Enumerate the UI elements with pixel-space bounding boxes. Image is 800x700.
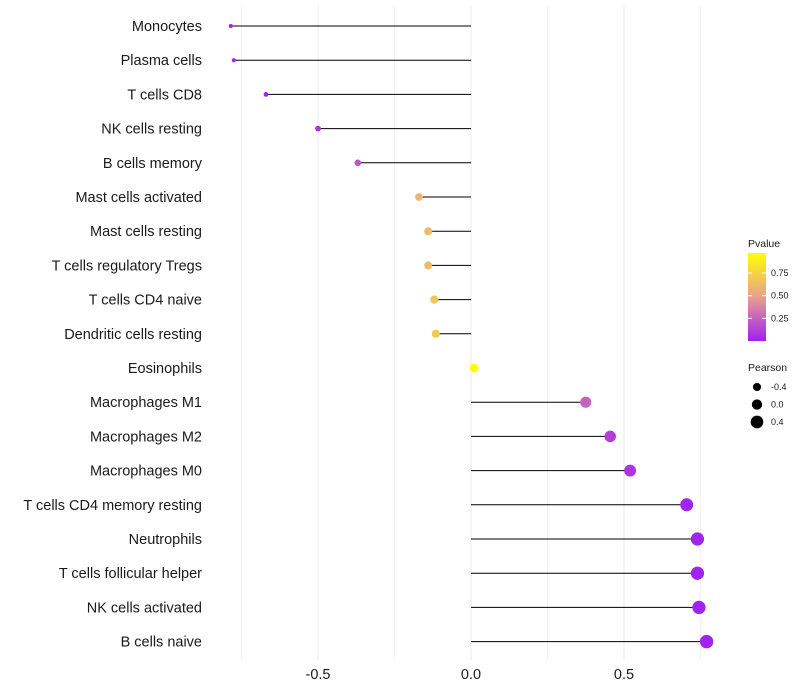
- lollipop-point: [604, 430, 616, 443]
- lollipop-point: [431, 329, 440, 338]
- lollipop-point: [231, 58, 236, 63]
- category-label: Dendritic cells resting: [64, 327, 202, 343]
- lollipop-point: [680, 498, 694, 512]
- lollipop-stems: [230, 25, 707, 643]
- category-label: B cells memory: [103, 156, 203, 172]
- lollipop-point: [580, 396, 592, 408]
- category-label: NK cells activated: [87, 600, 202, 616]
- lollipop-point: [624, 464, 637, 477]
- category-label: B cells naive: [121, 635, 202, 651]
- size-legend-label: 0.0: [771, 400, 784, 410]
- color-legend-title: Pvalue: [748, 238, 780, 250]
- category-label: T cells CD8: [127, 87, 202, 103]
- lollipop-point: [415, 193, 423, 201]
- lollipop-point: [469, 363, 479, 373]
- legend: Pvalue 0.25 0.50 0.75 Pearson -0.4 0.0 0.4: [748, 238, 789, 429]
- lollipop-point: [424, 261, 433, 270]
- category-label: Macrophages M2: [90, 429, 202, 445]
- lollipop-point: [690, 566, 705, 580]
- size-legend-label: -0.4: [771, 382, 787, 392]
- category-label: Eosinophils: [128, 361, 202, 377]
- x-tick-label: 0.0: [461, 667, 481, 683]
- color-legend-tick-label: 0.25: [771, 313, 789, 323]
- x-axis-tick-labels: -0.5 0.0 0.5: [306, 667, 635, 683]
- category-label: T cells regulatory Tregs: [52, 258, 202, 274]
- lollipop-point: [424, 227, 433, 236]
- category-labels: Monocytes Plasma cells T cells CD8 NK cells…: [23, 19, 202, 651]
- category-label: T cells follicular helper: [59, 566, 202, 582]
- grid-lines: [241, 6, 701, 660]
- category-label: Mast cells activated: [75, 190, 202, 206]
- category-label: Monocytes: [132, 19, 202, 35]
- category-label: Macrophages M0: [90, 464, 202, 480]
- category-label: T cells CD4 naive: [89, 293, 202, 309]
- x-tick-label: -0.5: [306, 667, 331, 683]
- category-label: Macrophages M1: [90, 395, 202, 411]
- size-legend-dot: [751, 399, 763, 410]
- lollipop-point: [315, 125, 321, 132]
- lollipop-points: [228, 23, 714, 649]
- lollipop-point: [690, 532, 705, 546]
- color-legend-bar: [748, 253, 766, 341]
- lollipop-point: [699, 634, 714, 649]
- lollipop-point: [692, 600, 706, 615]
- lollipop-point: [354, 159, 362, 167]
- color-legend-tick-label: 0.75: [771, 268, 789, 278]
- lollipop-point: [430, 295, 439, 304]
- size-legend-dot: [752, 382, 762, 392]
- lollipop-point: [263, 92, 269, 97]
- size-legend-title: Pearson: [748, 362, 787, 374]
- lollipop-point: [228, 23, 233, 29]
- category-label: NK cells resting: [101, 122, 202, 138]
- size-legend-dot: [750, 415, 764, 429]
- category-label: T cells CD4 memory resting: [23, 498, 202, 514]
- category-label: Mast cells resting: [90, 224, 202, 240]
- category-label: Plasma cells: [121, 53, 202, 69]
- color-legend-tick-label: 0.50: [771, 291, 789, 301]
- size-legend-label: 0.4: [771, 417, 784, 427]
- x-tick-label: 0.5: [614, 667, 634, 683]
- category-label: Neutrophils: [129, 532, 202, 548]
